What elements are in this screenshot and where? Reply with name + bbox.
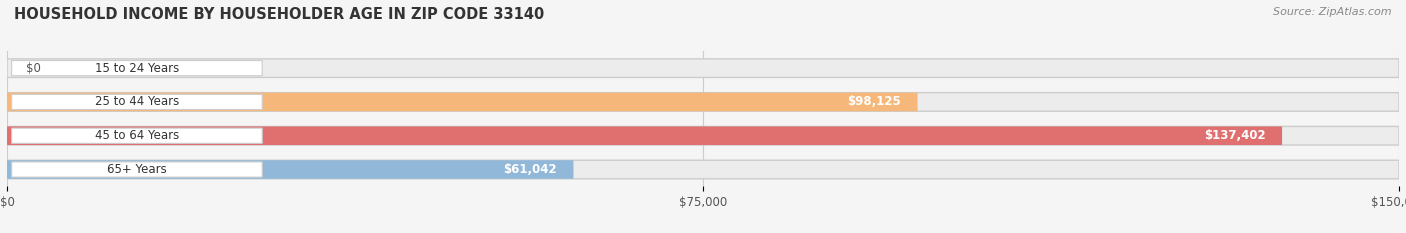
FancyBboxPatch shape: [7, 93, 918, 111]
FancyBboxPatch shape: [7, 93, 1399, 111]
Text: Source: ZipAtlas.com: Source: ZipAtlas.com: [1274, 7, 1392, 17]
FancyBboxPatch shape: [7, 127, 1282, 145]
Text: 65+ Years: 65+ Years: [107, 163, 167, 176]
Text: $137,402: $137,402: [1204, 129, 1265, 142]
FancyBboxPatch shape: [7, 160, 574, 179]
FancyBboxPatch shape: [11, 128, 262, 143]
FancyBboxPatch shape: [11, 61, 262, 76]
Text: 25 to 44 Years: 25 to 44 Years: [94, 96, 179, 108]
Text: 45 to 64 Years: 45 to 64 Years: [94, 129, 179, 142]
Text: $0: $0: [25, 62, 41, 75]
FancyBboxPatch shape: [11, 94, 262, 110]
Text: $98,125: $98,125: [848, 96, 901, 108]
Text: 15 to 24 Years: 15 to 24 Years: [94, 62, 179, 75]
Text: HOUSEHOLD INCOME BY HOUSEHOLDER AGE IN ZIP CODE 33140: HOUSEHOLD INCOME BY HOUSEHOLDER AGE IN Z…: [14, 7, 544, 22]
FancyBboxPatch shape: [7, 59, 1399, 77]
FancyBboxPatch shape: [7, 127, 1399, 145]
FancyBboxPatch shape: [7, 160, 1399, 179]
FancyBboxPatch shape: [11, 162, 262, 177]
Text: $61,042: $61,042: [503, 163, 557, 176]
